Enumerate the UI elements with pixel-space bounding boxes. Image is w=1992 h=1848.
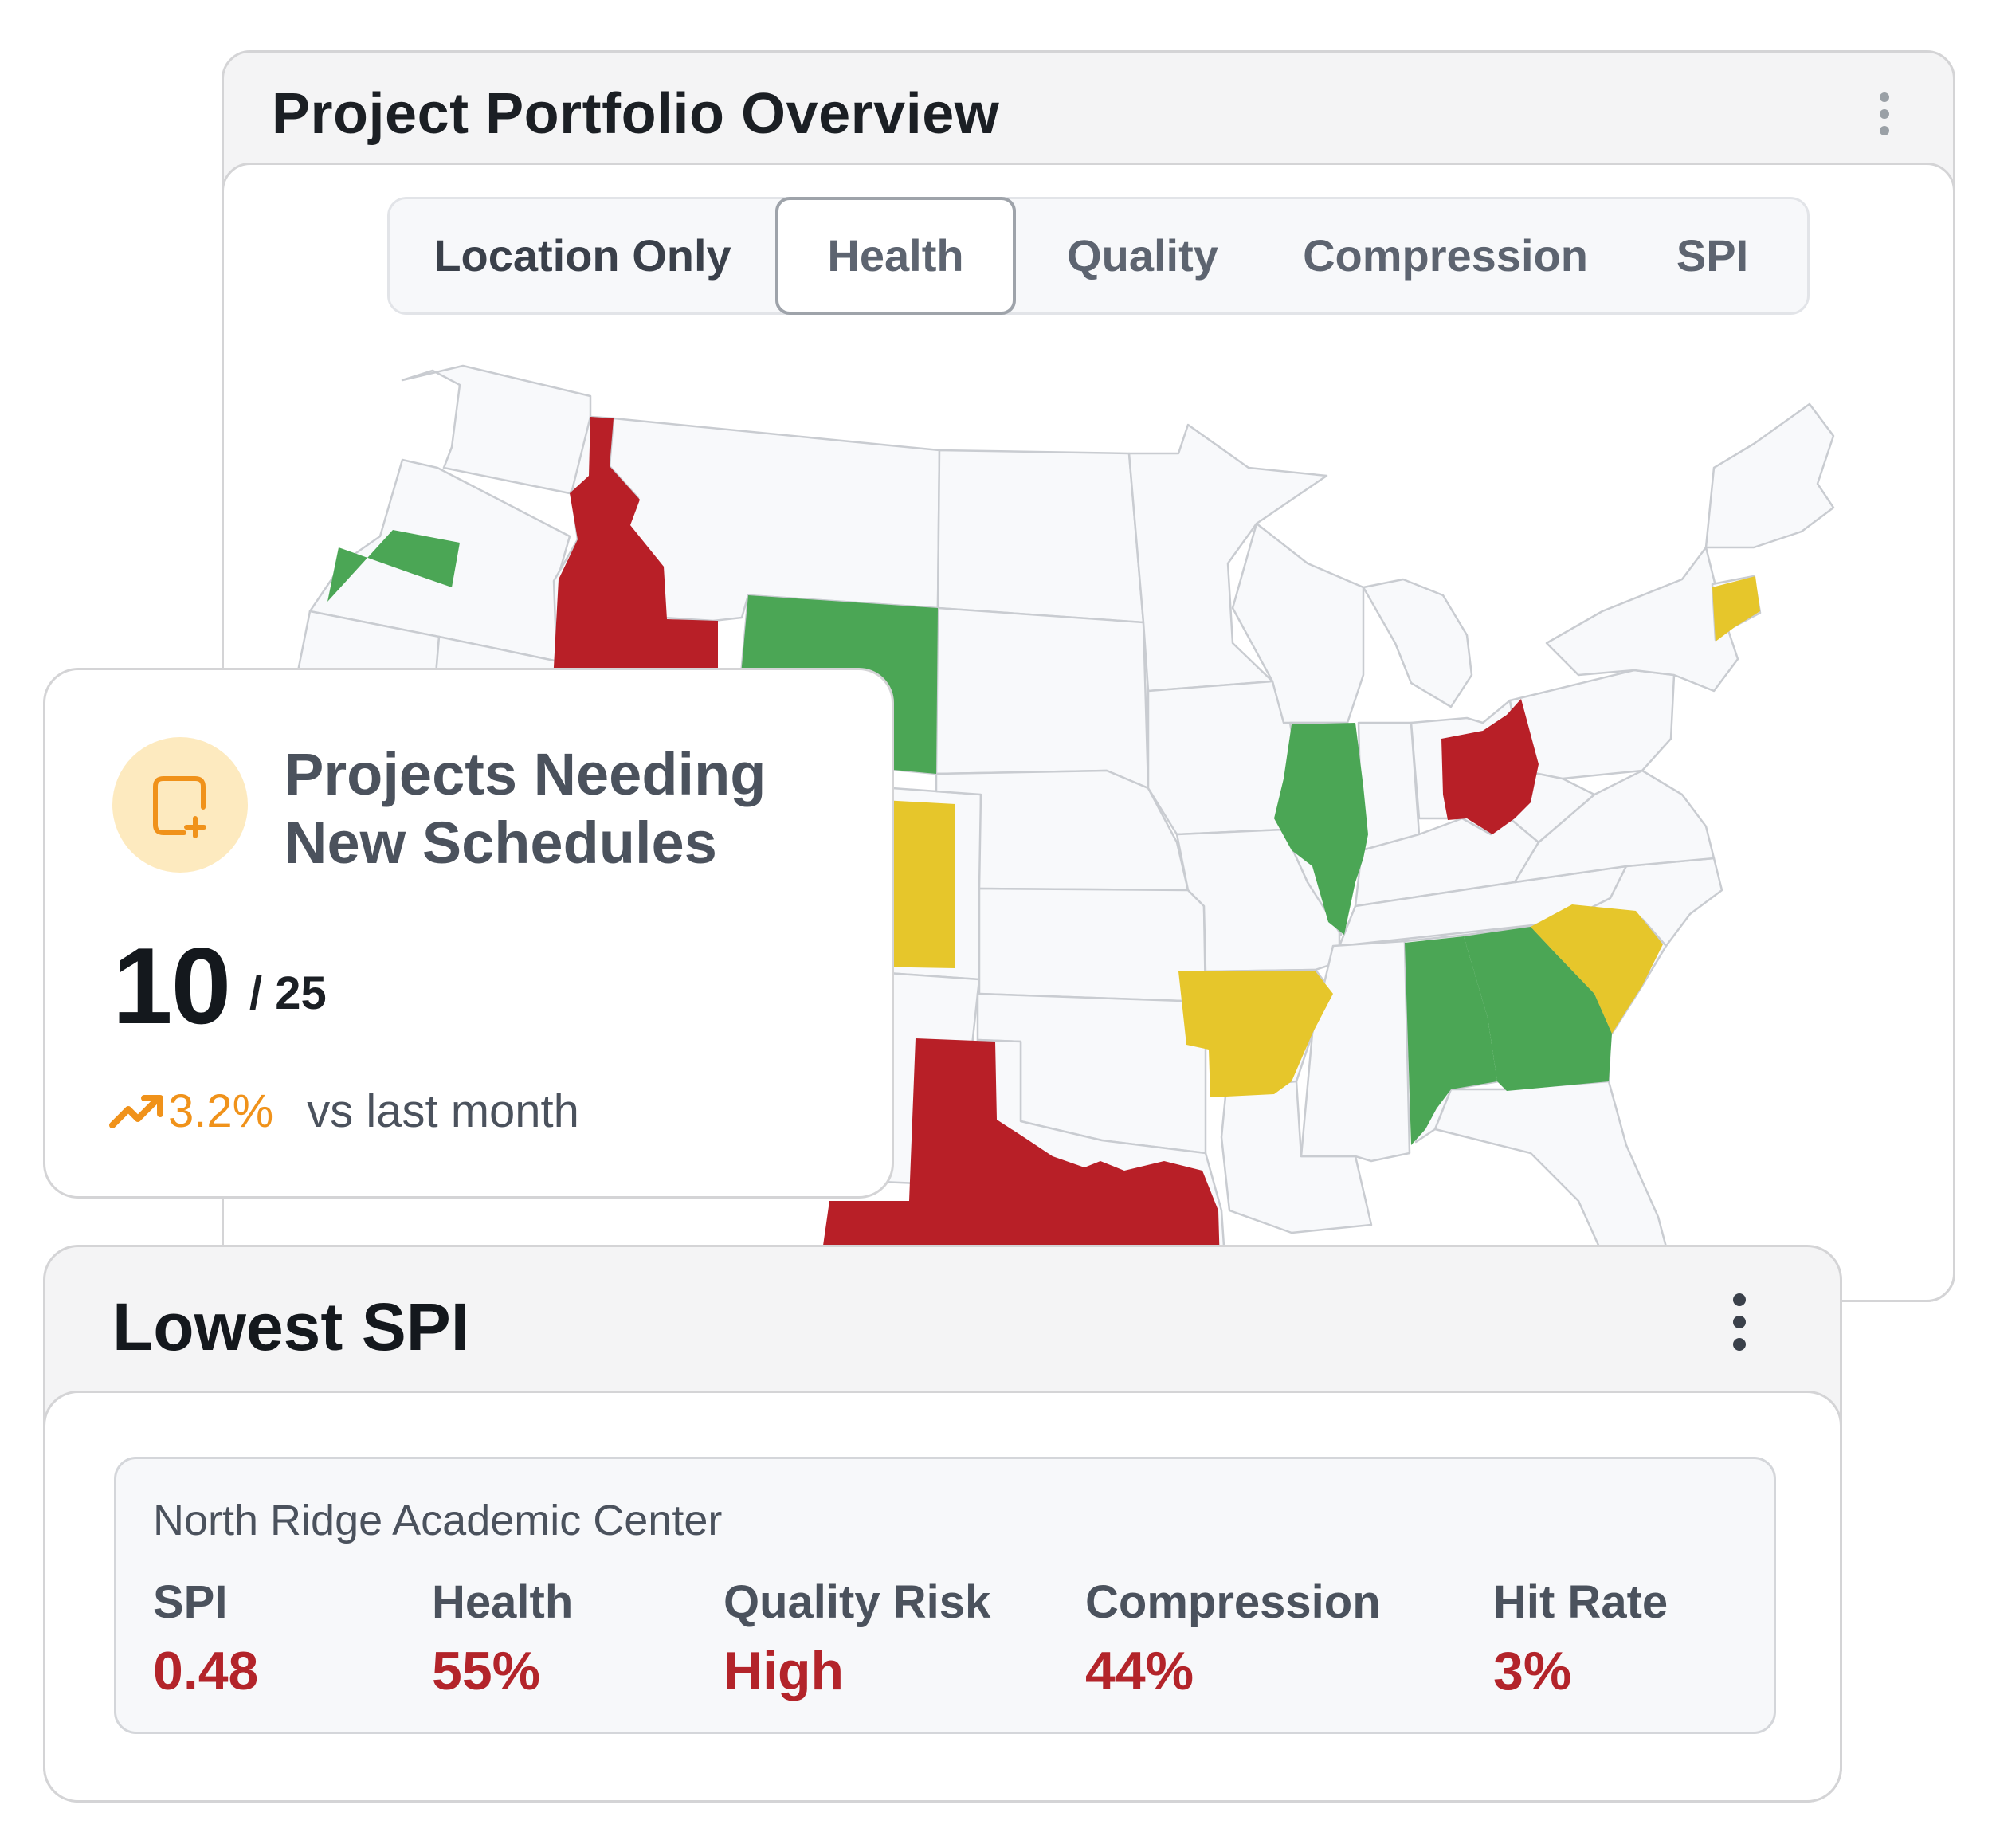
metric-trend: 3.2% vs last month [109,1085,579,1138]
kpi-value: High [723,1641,845,1701]
map-state-michigan[interactable] [1362,578,1473,708]
map-state-minnesota[interactable] [1127,423,1328,693]
map-state-texas-fill[interactable] [814,1038,1229,1302]
kpi-value: 44% [1085,1641,1194,1701]
more-options-icon[interactable] [1733,1293,1746,1351]
projects-needing-schedules-card: Projects Needing New Schedules 10 / 25 3… [43,668,894,1199]
map-state-illinois-fill[interactable] [1274,723,1368,935]
map-state-kansas[interactable] [978,887,1207,1003]
lowest-spi-body: North Ridge Academic Center SPI 0.48 Hea… [43,1391,1842,1803]
map-state-new-york[interactable] [1545,546,1739,693]
tab-location-only[interactable]: Location Only [433,230,731,281]
portfolio-title: Project Portfolio Overview [272,82,1000,146]
kpi-label: Quality Risk [723,1576,991,1628]
kpi-spi: SPI 0.48 [153,1575,258,1702]
kpi-hit-rate: Hit Rate 3% [1493,1575,1668,1702]
project-name: North Ridge Academic Center [153,1497,723,1544]
map-state-louisiana[interactable] [1220,1080,1373,1234]
tab-health[interactable]: Health [775,197,1016,315]
project-row[interactable]: North Ridge Academic Center SPI 0.48 Hea… [114,1457,1776,1734]
more-options-icon[interactable] [1880,92,1889,135]
tab-spi[interactable]: SPI [1676,230,1749,281]
trend-label: vs last month [307,1085,579,1137]
kpi-label: SPI [153,1576,228,1628]
trend-value: 3.2% [168,1085,274,1137]
tab-compression[interactable]: Compression [1303,230,1588,281]
kpi-value: 55% [432,1641,541,1701]
kpi-value: 3% [1493,1641,1572,1701]
map-state-wisconsin[interactable] [1231,522,1365,724]
map-state-ohio-fill[interactable] [1441,699,1539,834]
metric-total: / 25 [249,967,327,1019]
map-state-idaho-fill[interactable] [549,417,718,712]
kpi-value: 0.48 [153,1641,259,1701]
kpi-health: Health 55% [432,1575,573,1702]
map-state-south-carolina-fill[interactable] [1531,904,1663,1034]
map-state-arkansas-fill[interactable] [1178,971,1333,1097]
tab-quality[interactable]: Quality [1067,230,1218,281]
metric-value: 10 [112,925,231,1046]
map-state-south-dakota[interactable] [935,606,1150,790]
map-state-washington-fill[interactable] [327,530,460,602]
map-state-alabama-fill[interactable] [1405,936,1497,1145]
portfolio-header: Project Portfolio Overview [224,53,1953,163]
kpi-compression: Compression 44% [1085,1575,1381,1702]
kpi-label: Hit Rate [1493,1576,1668,1628]
trending-up-icon [109,1094,163,1128]
kpi-label: Health [432,1576,574,1628]
lowest-spi-title: Lowest SPI [112,1289,470,1364]
map-state-connecticut-fill[interactable] [1712,576,1760,642]
kpi-quality-risk: Quality Risk High [723,1575,990,1702]
metric-title: Projects Needing New Schedules [284,741,767,876]
view-tabs: Location Only Health Quality Compression… [387,197,1810,315]
lowest-spi-card: Lowest SPI North Ridge Academic Center S… [43,1245,1842,1803]
map-state-north-dakota[interactable] [936,449,1145,624]
icon-badge [112,737,248,873]
map-state-georgia-fill[interactable] [1464,927,1612,1091]
kpi-label: Compression [1085,1576,1381,1628]
map-state-new-england[interactable] [1704,402,1835,549]
calendar-plus-icon [153,776,206,838]
